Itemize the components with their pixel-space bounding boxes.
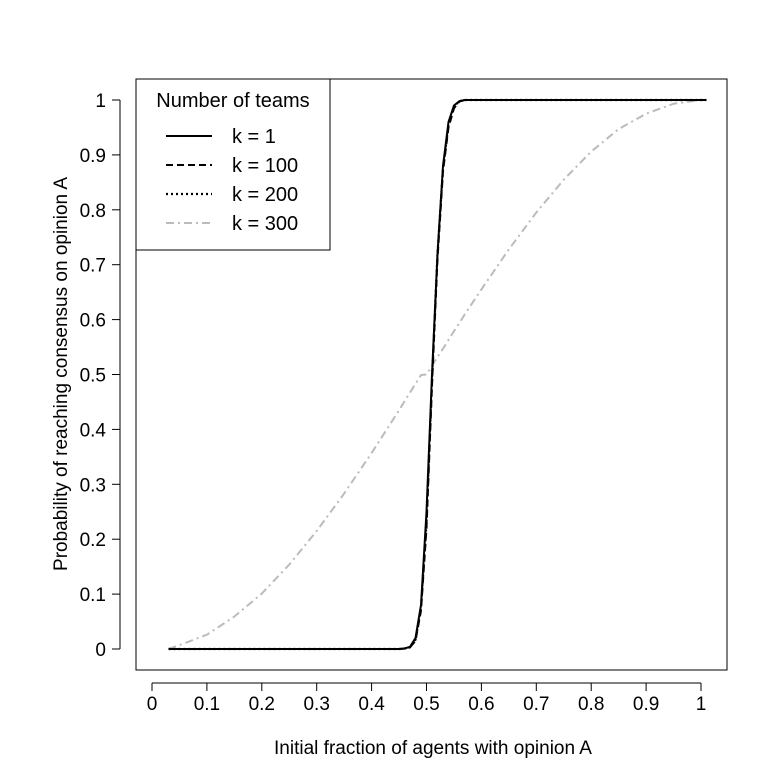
x-axis: 0 0.1 0.2 0.3 0.4 0.5 0.6 0.7 0.8 0.9 1 — [147, 682, 707, 715]
x-tick-label: 0.6 — [468, 694, 494, 715]
y-tick-label: 0.7 — [80, 256, 106, 277]
series-layer — [168, 98, 707, 651]
legend-title: Number of teams — [156, 90, 309, 112]
y-tick-label: 0.8 — [80, 201, 106, 222]
x-tick-label: 0.7 — [523, 694, 549, 715]
y-tick-label: 0.1 — [80, 585, 106, 606]
y-tick-label: 0.4 — [80, 420, 107, 441]
x-tick-label: 0.5 — [413, 694, 439, 715]
legend-label: k = 300 — [232, 213, 298, 235]
y-tick-label: 0.9 — [80, 146, 106, 167]
y-tick-label: 0.3 — [80, 475, 106, 496]
x-tick-label: 0.3 — [303, 694, 329, 715]
x-tick-label: 0.2 — [249, 694, 275, 715]
series-line-k-200 — [168, 98, 707, 651]
x-tick-label: 1 — [696, 694, 707, 715]
x-tick-label: 0.8 — [578, 694, 604, 715]
x-tick-label: 0.9 — [633, 694, 659, 715]
x-tick-label: 0 — [147, 694, 158, 715]
y-tick-label: 1 — [95, 91, 106, 112]
y-tick-label: 0 — [95, 640, 106, 661]
x-tick-label: 0.4 — [358, 694, 385, 715]
y-tick-label: 0.6 — [80, 311, 106, 332]
legend-label: k = 200 — [232, 184, 298, 206]
series-line-k-300 — [168, 99, 707, 650]
x-axis-title: Initial fraction of agents with opinion … — [274, 738, 592, 759]
plot-frame — [135, 78, 728, 671]
y-axis-title: Probability of reaching consensus on opi… — [51, 177, 72, 571]
y-tick-label: 0.2 — [80, 530, 106, 551]
legend-label: k = 100 — [232, 155, 298, 177]
legend-items: k = 1 k = 100 k = 200 k = 300 — [166, 126, 298, 235]
y-tick-label: 0.5 — [80, 366, 106, 387]
legend: Number of teams k = 1 k = 100 k = 200 k = 3… — [135, 78, 331, 251]
y-axis: 0 0.1 0.2 0.3 0.4 0.5 0.6 0.7 0.8 0.9 1 — [80, 91, 121, 661]
legend-label: k = 1 — [232, 126, 276, 148]
x-tick-label: 0.1 — [194, 694, 220, 715]
